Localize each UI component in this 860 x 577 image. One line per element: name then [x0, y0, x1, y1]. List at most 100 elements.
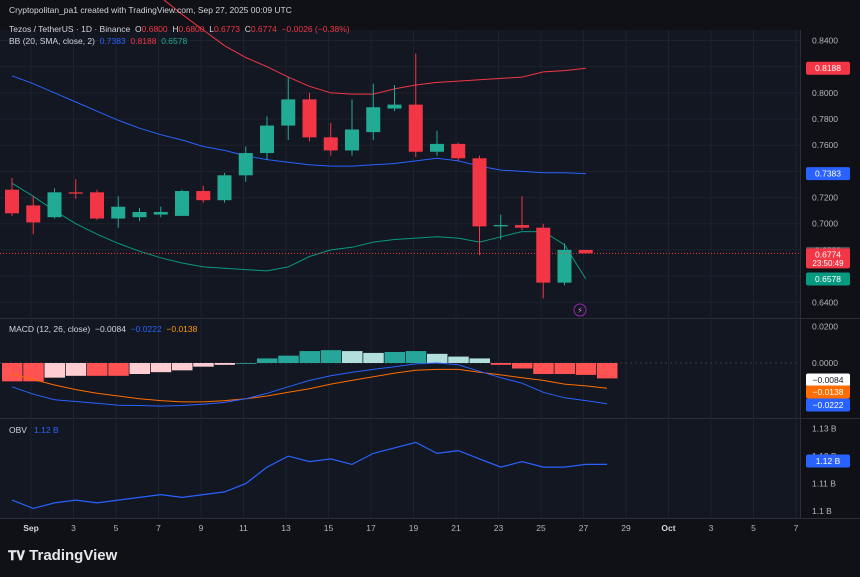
price-tick-label: 0.8000 — [812, 88, 838, 98]
candle — [345, 129, 359, 151]
candle — [68, 192, 83, 194]
bb-basis-tag — [806, 167, 850, 181]
x-tick-label: 5 — [114, 523, 119, 533]
x-tick-label: 3 — [709, 523, 714, 533]
obv-value-tag-label: 1.12 B — [816, 456, 841, 466]
candle — [90, 192, 104, 219]
bb-basis-tag-label: 0.7383 — [815, 169, 841, 179]
candle — [408, 104, 423, 152]
obv-line — [11, 441, 607, 510]
bb-upper-tag — [806, 61, 850, 75]
price-tick-label: 0.7200 — [812, 193, 838, 203]
bb-upper-line — [163, 0, 586, 95]
macd-histogram-bar — [320, 350, 342, 363]
candle — [472, 158, 487, 227]
macd-line-tag-label: −0.0222 — [813, 400, 844, 410]
macd-histogram-bar — [23, 363, 44, 382]
bb-lower-tag-label: 0.6578 — [815, 274, 841, 284]
x-tick-label: 7 — [794, 523, 799, 533]
candle — [217, 175, 232, 201]
candle — [5, 189, 19, 214]
macd-histogram-bar — [490, 363, 512, 365]
lightning-glyph: ⚡ — [577, 306, 583, 315]
obv-tick-label: 1.1 B — [812, 506, 832, 516]
lightning-icon — [573, 303, 587, 317]
macd-histogram-bar — [2, 363, 23, 382]
x-tick-label: 15 — [324, 523, 334, 533]
x-tick-label: 21 — [451, 523, 461, 533]
tradingview-logo: 𝐓𝐕 TradingView — [8, 547, 118, 564]
bb-legend: BB (20, SMA, close, 2) 0.7383 0.8188 0.6… — [9, 36, 188, 46]
macd-histogram-bar — [342, 351, 363, 363]
macd-histogram-bar — [257, 358, 278, 363]
macd-histogram-bar — [172, 363, 193, 371]
macd-histogram-bar — [150, 363, 172, 373]
price-tick-label: 0.6400 — [812, 297, 838, 307]
candle — [430, 143, 444, 152]
macd-signal-line — [11, 368, 608, 403]
macd-hist-tag-label: −0.0084 — [813, 375, 844, 385]
macd-histogram-bar — [87, 363, 108, 376]
obv-legend: OBV 1.12 B — [9, 425, 59, 435]
bb-lower-tag — [806, 272, 850, 286]
macd-histogram-bar — [363, 352, 384, 363]
candle — [557, 249, 572, 283]
price-tick-label: 0.8400 — [812, 35, 838, 45]
macd-histogram-bar — [448, 356, 469, 363]
macd-histogram-bar — [299, 351, 320, 363]
x-tick-label: 27 — [579, 523, 589, 533]
bb-upper-tag-label: 0.8188 — [815, 63, 841, 73]
macd-histogram-bar — [533, 363, 554, 374]
macd-line-tag — [806, 398, 850, 412]
x-tick-label: 3 — [71, 523, 76, 533]
x-tick-label: 19 — [409, 523, 419, 533]
macd-histogram-bar — [235, 363, 257, 364]
candle — [302, 99, 317, 138]
x-tick-label: 7 — [156, 523, 161, 533]
x-tick-label: 29 — [621, 523, 631, 533]
price-tick-label: 0.7000 — [812, 219, 838, 229]
price-tick-label: 0.7600 — [812, 140, 838, 150]
countdown-label: 23:50:49 — [812, 259, 844, 268]
macd-tick-label: 0.0200 — [812, 321, 838, 331]
candle — [26, 205, 41, 223]
candle — [578, 249, 593, 254]
candle — [260, 125, 274, 154]
candle — [515, 225, 529, 228]
candle — [153, 211, 168, 215]
candle — [493, 225, 508, 227]
obv-tick-label: 1.11 B — [812, 479, 836, 489]
macd-signal-tag — [806, 385, 850, 399]
macd-histogram-bar — [469, 358, 490, 363]
candle — [281, 99, 296, 126]
x-tick-label: Sep — [23, 523, 39, 533]
price-change: −0.0026 (−0.38%) — [281, 24, 350, 34]
last-price-tag — [806, 248, 850, 269]
x-tick-label: 5 — [751, 523, 756, 533]
bb-basis-line — [11, 75, 586, 175]
candle — [451, 143, 466, 159]
chart-credit: Cryptopolitan_pa1 created with TradingVi… — [9, 5, 292, 15]
candle — [111, 206, 126, 219]
x-tick-label: 25 — [536, 523, 546, 533]
macd-tick-label: 0.0000 — [812, 358, 838, 368]
candle — [366, 107, 381, 133]
candle — [323, 137, 338, 151]
macd-histogram-bar — [108, 363, 129, 376]
symbol-label: Tezos / TetherUS · 1D · Binance — [9, 24, 131, 34]
obv-pane — [0, 419, 800, 518]
macd-histogram-bar — [44, 363, 65, 378]
candle — [47, 192, 62, 218]
x-tick-label: 11 — [239, 523, 248, 533]
main-legend: Tezos / TetherUS · 1D · Binance O0.6800 … — [9, 24, 350, 34]
macd-histogram-bar — [575, 363, 597, 375]
candle — [536, 227, 551, 283]
obv-tick-label: 1.13 B — [812, 424, 837, 434]
candle — [175, 191, 189, 216]
price-tick-label: 0.7800 — [812, 114, 838, 124]
x-tick-label: 17 — [366, 523, 376, 533]
macd-histogram-bar — [597, 363, 618, 379]
macd-histogram-bar — [129, 363, 150, 374]
macd-histogram-bar — [65, 363, 87, 376]
